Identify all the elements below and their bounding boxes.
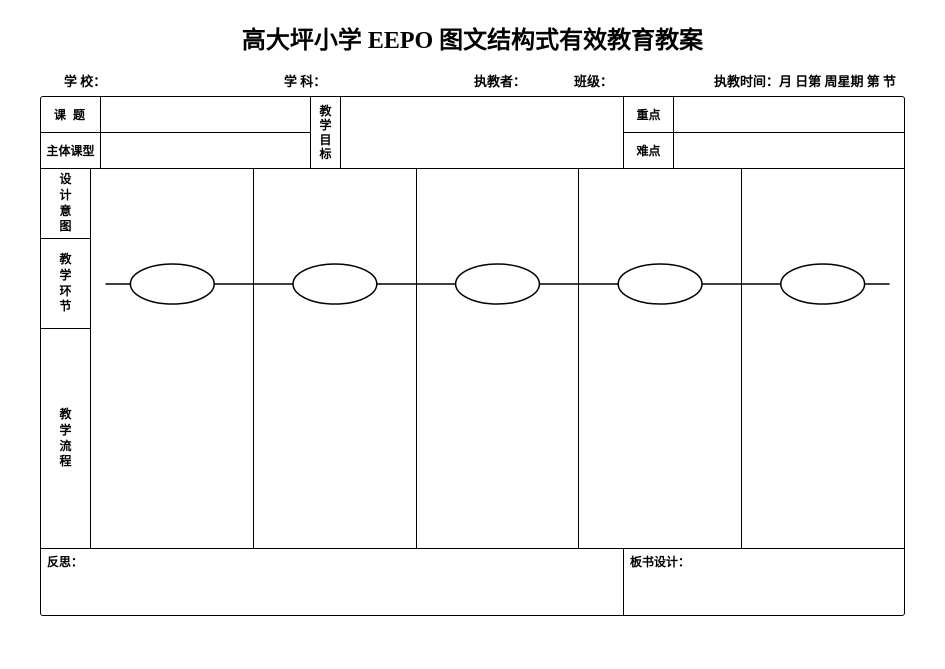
cell-lesson-type [101, 133, 310, 168]
label-keypoint: 重点 [624, 97, 673, 133]
label-design-intent: 设 计 意 图 [41, 169, 90, 239]
sidebar-labels: 设 计 意 图 教 学 环 节 教 学 流 程 [41, 169, 91, 548]
label-teaching-link: 教 学 环 节 [41, 239, 90, 329]
cell-teaching-goal [341, 97, 624, 168]
header-line: 学 校： 学 科： 执教者： 班级： 执教时间：月 日第 周星期 第 节 [40, 67, 905, 96]
header-school-label: 学 校： [64, 71, 284, 90]
header-subject-label: 学 科： [284, 71, 474, 90]
page-title: 高大坪小学 EEPO 图文结构式有效教育教案 [40, 20, 905, 55]
row-main: 设 计 意 图 教 学 环 节 教 学 流 程 [41, 169, 904, 549]
cell-keypoint [674, 97, 904, 133]
column-5 [742, 169, 904, 548]
row-bottom: 反思： 板书设计： [41, 549, 904, 615]
header-time-label: 执教时间：月 日第 周星期 第 节 [714, 71, 905, 90]
header-class-label: 班级： [574, 71, 714, 90]
cell-board-design: 板书设计： [624, 549, 904, 615]
label-teaching-flow: 教 学 流 程 [41, 329, 90, 548]
row-meta: 课 题 主体课型 教 学 目 标 重点 难点 [41, 97, 904, 169]
column-3 [417, 169, 580, 548]
label-difficulty: 难点 [624, 133, 673, 168]
cell-topic [101, 97, 310, 132]
label-teaching-goal: 教 学 目 标 [311, 97, 341, 168]
label-lesson-type: 主体课型 [41, 133, 101, 168]
column-1 [91, 169, 254, 548]
column-4 [579, 169, 742, 548]
columns-area [91, 169, 904, 548]
cell-difficulty [674, 133, 904, 168]
label-topic: 课 题 [41, 97, 101, 132]
cell-reflection: 反思： [41, 549, 624, 615]
header-teacher-label: 执教者： [474, 71, 574, 90]
form-frame: 课 题 主体课型 教 学 目 标 重点 难点 [40, 96, 905, 616]
column-2 [254, 169, 417, 548]
